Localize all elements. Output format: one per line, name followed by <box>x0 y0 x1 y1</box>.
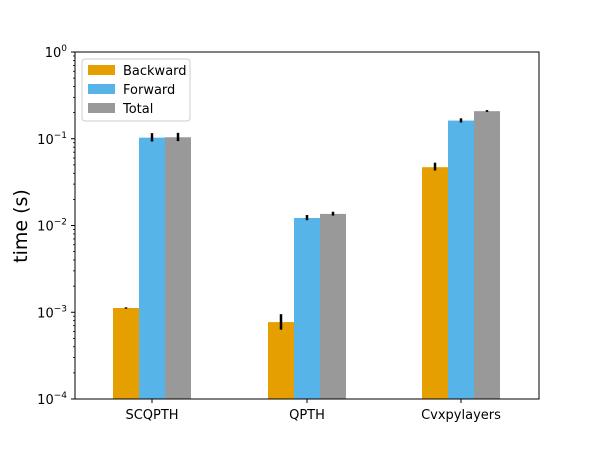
y-tick-base: 10 <box>37 393 54 408</box>
y-tick-label: 100 <box>45 44 68 61</box>
legend-swatch-total <box>88 103 115 113</box>
bar-total-scqpth <box>165 137 191 400</box>
bar-forward-scqpth <box>139 137 165 400</box>
y-tick-base: 10 <box>37 220 54 235</box>
y-tick-exponent: −1 <box>54 131 67 141</box>
x-tick-label: SCQPTH <box>125 408 178 423</box>
bar-backward-cvxpylayers <box>422 167 448 399</box>
bar-total-qpth <box>320 213 346 399</box>
y-tick-base: 10 <box>37 306 54 321</box>
y-tick-exponent: 0 <box>61 44 67 54</box>
legend-swatch-forward <box>88 84 115 94</box>
y-tick-exponent: −2 <box>54 218 67 228</box>
x-axis: SCQPTH QPTH Cvxpylayers <box>125 399 501 423</box>
bar-forward-qpth <box>294 218 320 399</box>
legend-label-backward: Backward <box>123 64 187 79</box>
bar-forward-cvxpylayers <box>448 120 474 399</box>
x-tick-label: Cvxpylayers <box>421 408 501 423</box>
error-bars-layer <box>124 110 489 330</box>
bars-layer <box>113 111 500 400</box>
y-tick-base: 10 <box>45 46 62 61</box>
y-tick-label: 10−1 <box>37 131 67 148</box>
y-tick-label: 10−2 <box>37 218 67 235</box>
y-tick-exponent: −4 <box>54 391 68 401</box>
y-tick-exponent: −3 <box>54 304 67 314</box>
y-axis-label: time (s) <box>10 189 32 263</box>
y-tick-label: 10−3 <box>37 304 67 321</box>
legend: Backward Forward Total <box>81 58 191 122</box>
y-tick-base: 10 <box>37 133 54 148</box>
y-tick-label: 10−4 <box>37 391 67 408</box>
bar-backward-qpth <box>268 322 294 399</box>
bar-backward-scqpth <box>113 307 139 399</box>
legend-label-forward: Forward <box>123 83 175 98</box>
x-tick-label: QPTH <box>289 408 325 423</box>
legend-label-total: Total <box>122 102 153 117</box>
legend-swatch-backward <box>88 65 115 75</box>
bar-total-cvxpylayers <box>474 111 500 399</box>
